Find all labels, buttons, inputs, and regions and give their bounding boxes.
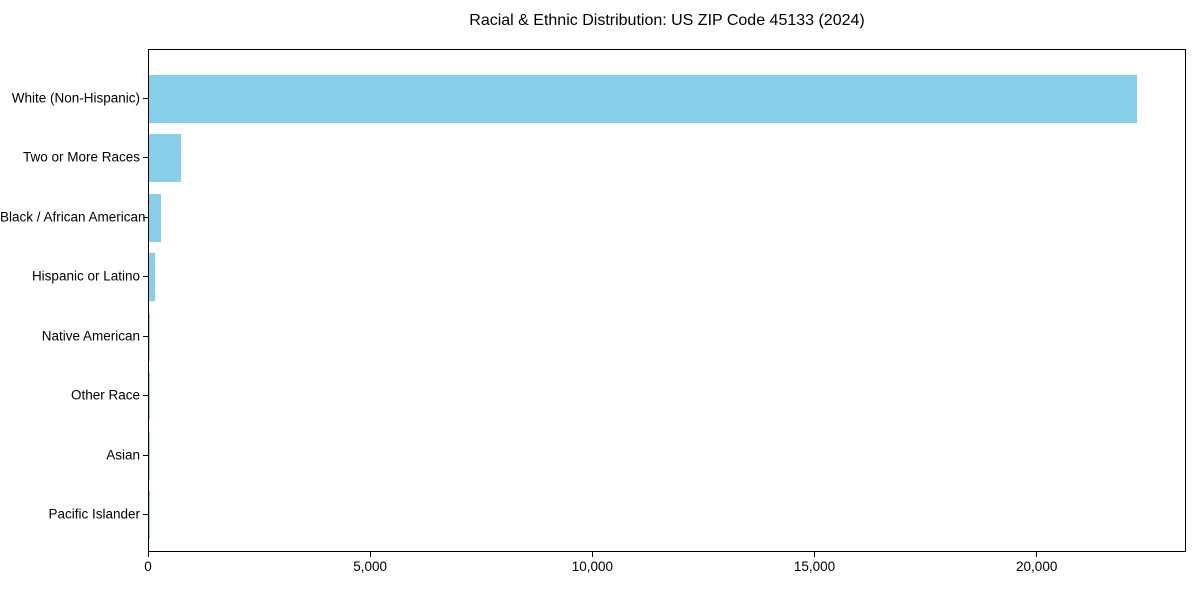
chart-title: Racial & Ethnic Distribution: US ZIP Cod… — [469, 12, 865, 29]
x-tick-mark — [369, 552, 371, 557]
bar-black-african-american — [149, 193, 162, 242]
y-tick-mark — [143, 157, 148, 159]
x-tick-mark — [591, 552, 593, 557]
category-label-pacific-islander: Pacific Islander — [48, 506, 140, 522]
bar-two-or-more-races — [149, 134, 182, 183]
category-label-two-or-more-races: Two or More Races — [22, 149, 140, 165]
y-tick-mark — [143, 276, 148, 278]
y-tick-mark — [143, 514, 148, 516]
y-tick-mark — [143, 335, 148, 337]
category-label-asian: Asian — [106, 447, 140, 463]
x-tick-label: 15,000 — [793, 559, 836, 574]
x-tick-label: 10,000 — [571, 559, 613, 574]
bar-white-non-hispanic — [149, 74, 1137, 123]
plot-area — [148, 49, 1186, 552]
x-tick-label: 5,000 — [353, 559, 388, 574]
x-tick-label: 20,000 — [1016, 559, 1058, 574]
bar-hispanic-or-latino — [149, 253, 155, 302]
category-label-native-american: Native American — [41, 328, 140, 344]
x-tick-mark — [1036, 552, 1038, 557]
x-tick-mark — [814, 552, 816, 557]
y-tick-mark — [143, 395, 148, 397]
category-label-white-non-hispanic: White (Non-Hispanic) — [11, 90, 140, 105]
y-tick-mark — [143, 454, 148, 456]
category-label-other-race: Other Race — [70, 387, 140, 403]
category-label-hispanic-or-latino: Hispanic or Latino — [31, 268, 140, 284]
bar-native-american — [149, 312, 151, 361]
x-tick-label: 0 — [144, 559, 152, 574]
bar-other-race — [149, 372, 151, 421]
category-label-black-african-american: Black / African American — [0, 209, 146, 225]
y-tick-mark — [143, 97, 148, 99]
y-tick-mark — [143, 216, 148, 218]
x-tick-mark — [147, 552, 149, 557]
